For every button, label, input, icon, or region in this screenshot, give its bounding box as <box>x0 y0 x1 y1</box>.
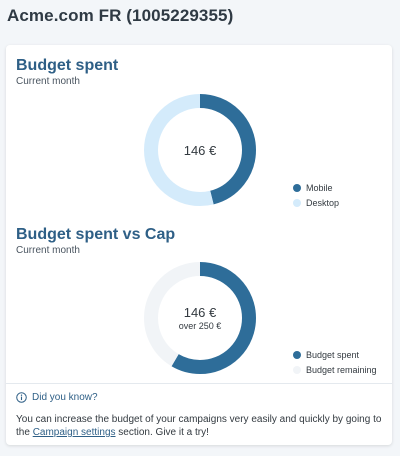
legend-dot-mobile <box>293 183 301 192</box>
page-title: Acme.com FR (1005229355) <box>7 6 234 25</box>
tip-text: You can increase the budget of your camp… <box>16 413 384 439</box>
tip-text-before: You can increase the budget of your camp… <box>16 414 382 438</box>
legend-item-desktop[interactable]: Desktop <box>293 195 339 210</box>
legend-label-mobile: Mobile <box>306 182 333 193</box>
budget-spent-total: 146 € <box>183 142 217 158</box>
budget-vs-cap-subtitle: Current month <box>16 245 80 256</box>
budget-spent-donut-center: 146 € <box>144 94 256 206</box>
legend-dot-budget-remaining <box>293 365 301 374</box>
budget-vs-cap-title: Budget spent vs Cap <box>16 226 176 243</box>
budget-vs-cap-donut-svg <box>144 262 256 374</box>
budget-card: Budget spent Current month 146 € Mobile … <box>6 45 392 445</box>
tip-heading-row: Did you know? <box>16 392 98 403</box>
budget-vs-cap-donut-chart: 146 € over 250 € <box>144 262 256 374</box>
tip-heading: Did you know? <box>32 392 98 403</box>
budget-vs-cap-total: 146 € <box>183 305 217 320</box>
budget-spent-legend: Mobile Desktop <box>293 180 339 210</box>
budget-spent-donut-svg <box>144 94 256 206</box>
legend-label-budget-remaining: Budget remaining <box>306 364 377 375</box>
budget-vs-cap-donut-center: 146 € over 250 € <box>144 262 256 374</box>
budget-spent-donut-chart: 146 € <box>144 94 256 206</box>
budget-spent-title: Budget spent <box>16 57 119 74</box>
legend-item-mobile[interactable]: Mobile <box>293 180 339 195</box>
legend-label-budget-spent: Budget spent <box>306 349 360 360</box>
budget-vs-cap-slice-budget-remaining[interactable] <box>144 262 256 374</box>
legend-item-budget-spent[interactable]: Budget spent <box>293 347 377 362</box>
budget-spent-slice-desktop[interactable] <box>144 94 256 206</box>
info-icon <box>16 392 27 403</box>
budget-vs-cap-legend: Budget spent Budget remaining <box>293 347 377 377</box>
budget-vs-cap-caption: over 250 € <box>178 321 222 331</box>
legend-dot-desktop <box>293 198 301 207</box>
legend-item-budget-remaining[interactable]: Budget remaining <box>293 362 377 377</box>
legend-label-desktop: Desktop <box>306 197 340 208</box>
did-you-know-tip: Did you know? You can increase the budge… <box>6 383 392 446</box>
tip-text-after: section. Give it a try! <box>115 427 209 438</box>
campaign-settings-link[interactable]: Campaign settings <box>32 427 116 438</box>
budget-spent-subtitle: Current month <box>16 76 80 87</box>
legend-dot-budget-spent <box>293 350 301 359</box>
